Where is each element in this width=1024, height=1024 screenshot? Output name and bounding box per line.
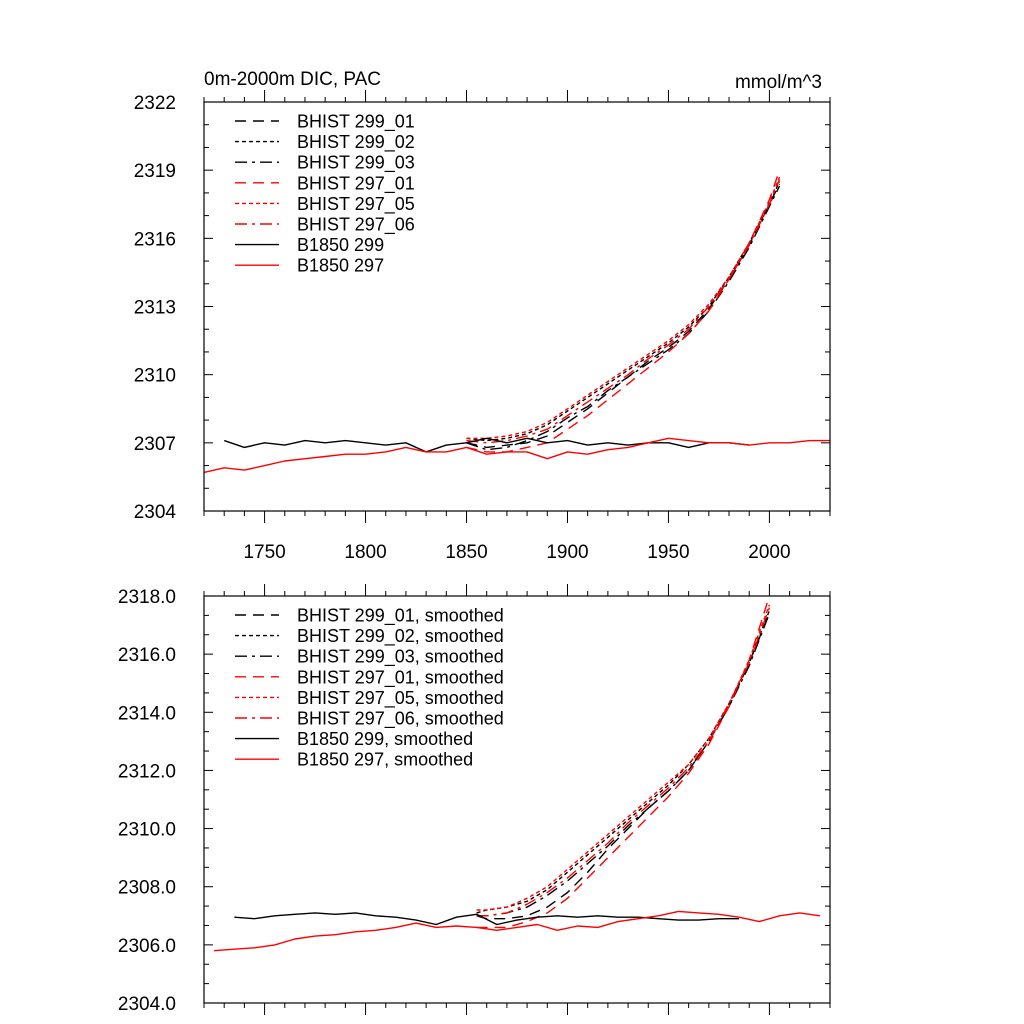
ytick-label: 2319 (134, 161, 176, 182)
ytick-label: 2304 (134, 502, 177, 523)
legend-label-2: BHIST 299_03 (297, 153, 415, 174)
ytick-label: 2310.0 (118, 820, 176, 841)
xtick-label: 1950 (647, 542, 689, 563)
legend-label-0: BHIST 299_01, smoothed (297, 606, 504, 627)
ytick-label: 2304.0 (118, 994, 176, 1015)
legend-label-1: BHIST 299_02, smoothed (297, 626, 504, 647)
xtick-label: 1750 (243, 542, 285, 563)
xtick-label: 2000 (748, 542, 790, 563)
legend-label-4: BHIST 297_05 (297, 194, 415, 215)
xtick-label: 1900 (546, 542, 588, 563)
legend-label-7: B1850 297 (297, 256, 384, 276)
ytick-label: 2322 (134, 93, 176, 114)
ytick-label: 2312.0 (118, 761, 176, 782)
legend-label-5: BHIST 297_06 (297, 215, 415, 236)
series-line-2 (476, 613, 771, 917)
xtick-label: 1800 (344, 542, 386, 563)
series-lines (214, 595, 820, 952)
series-line-3 (466, 169, 781, 453)
series-line-2 (466, 185, 781, 451)
series-line-5 (466, 179, 781, 444)
series-line-4 (466, 176, 781, 439)
ytick-label: 2308.0 (118, 878, 176, 899)
legend-label-5: BHIST 297_06, smoothed (297, 709, 504, 730)
series-line-7 (203, 437, 830, 474)
series-line-7 (214, 910, 820, 952)
series-line-6 (223, 437, 750, 453)
legend-label-2: BHIST 299_03, smoothed (297, 647, 504, 668)
legend-label-6: B1850 299 (297, 235, 384, 255)
legend-label-6: B1850 299, smoothed (297, 729, 473, 749)
plot-frame (203, 595, 831, 1004)
chart-title: 0m-2000m DIC, PAC (204, 69, 381, 90)
series-line-1 (466, 181, 781, 442)
series-line-3 (476, 595, 771, 929)
ytick-label: 2313 (134, 298, 176, 319)
legend-label-3: BHIST 297_01 (297, 173, 415, 194)
chart-panel-bottom: 2304.0 2306.0 2308.0 2310.0 2312.0 2314.0 2316… (118, 584, 831, 1015)
units-label: mmol/m^3 (735, 72, 822, 93)
legend-label-3: BHIST 297_01, smoothed (297, 667, 504, 688)
xtick-label: 1850 (445, 542, 487, 563)
legend-label-1: BHIST 299_02 (297, 132, 415, 153)
ytick-label: 2316.0 (118, 645, 176, 666)
series-line-6 (234, 912, 740, 926)
series-line-0 (476, 613, 771, 920)
series-lines (203, 169, 830, 474)
ytick-label: 2307 (134, 434, 176, 455)
series-line-4 (476, 604, 771, 911)
ytick-label: 2310 (134, 366, 176, 387)
legend-label-0: BHIST 299_01 (297, 112, 415, 133)
series-line-5 (476, 607, 771, 917)
legend-label-4: BHIST 297_05, smoothed (297, 688, 504, 709)
ytick-label: 2314.0 (118, 703, 176, 724)
series-line-0 (466, 183, 781, 449)
ytick-label: 2318.0 (118, 587, 176, 608)
chart-panel-top: 2304 2307 2310 2313 2316 2319 2322 1750 1800 1850… (134, 69, 831, 563)
ytick-label: 2316 (134, 229, 176, 250)
series-line-1 (476, 610, 771, 914)
ytick-label: 2306.0 (118, 936, 176, 957)
legend-label-7: B1850 297, smoothed (297, 750, 473, 770)
